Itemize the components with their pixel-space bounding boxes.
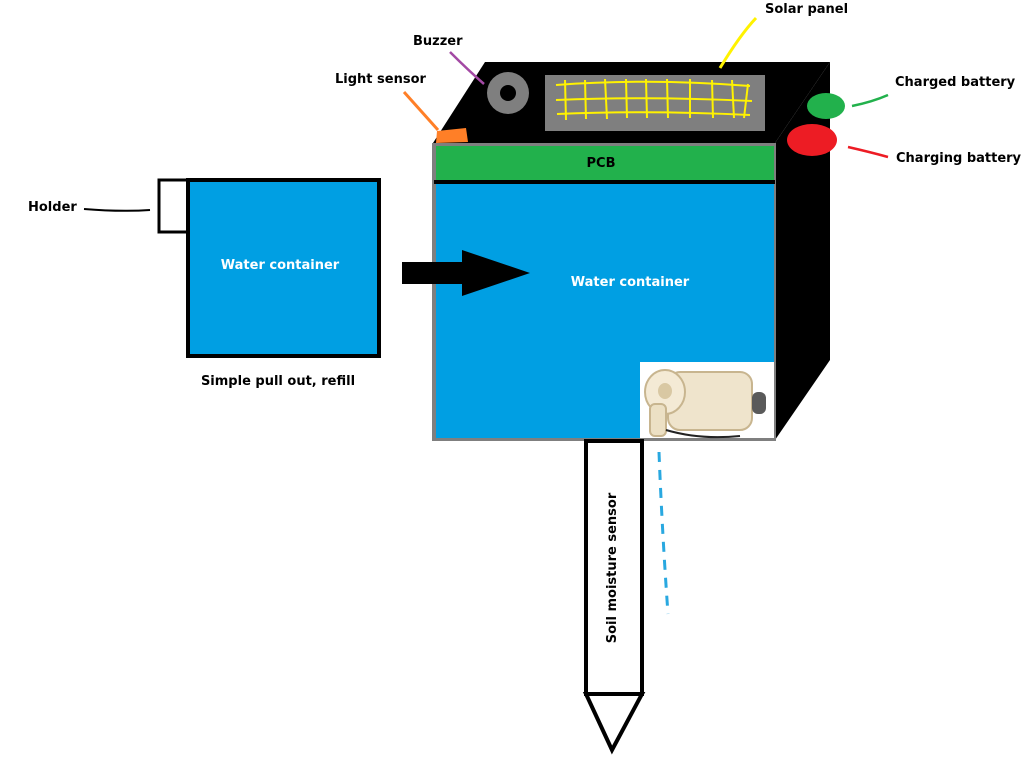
buzzer-center <box>500 85 516 101</box>
case-side-face <box>775 62 830 440</box>
charged-battery-led <box>807 93 845 119</box>
charged-battery-leader <box>851 93 889 108</box>
holder-label: Holder <box>28 200 77 215</box>
buzzer-label: Buzzer <box>413 34 463 49</box>
soil-sensor-tip <box>582 692 646 755</box>
water-pump-icon <box>640 362 774 439</box>
solar-panel-label: Solar panel <box>765 2 848 17</box>
buzzer-leader <box>449 51 485 85</box>
pump-drip-line <box>657 451 670 615</box>
soil-sensor-label: Soil moisture sensor <box>605 492 620 643</box>
charging-battery-label: Charging battery <box>896 151 1022 166</box>
light-sensor-leader <box>402 91 440 132</box>
pcb-label: PCB <box>587 156 616 171</box>
solar-panel-grid <box>555 78 753 121</box>
light-sensor <box>436 128 468 143</box>
light-sensor-label: Light sensor <box>335 72 427 87</box>
insert-arrow-icon <box>402 250 530 296</box>
soil-moisture-sensor <box>584 439 644 696</box>
holder-leader <box>83 208 151 212</box>
holder <box>157 178 191 234</box>
pull-out-note: Simple pull out, refill <box>201 374 355 389</box>
small-water-container <box>186 178 381 358</box>
solar-panel-leader <box>718 16 758 69</box>
small-container-label: Water container <box>221 258 340 273</box>
charged-battery-label: Charged battery <box>895 75 1016 90</box>
pcb-strip <box>436 146 774 180</box>
charging-battery-led <box>787 124 837 156</box>
charging-battery-leader <box>847 145 889 159</box>
main-container-label: Water container <box>571 275 690 290</box>
